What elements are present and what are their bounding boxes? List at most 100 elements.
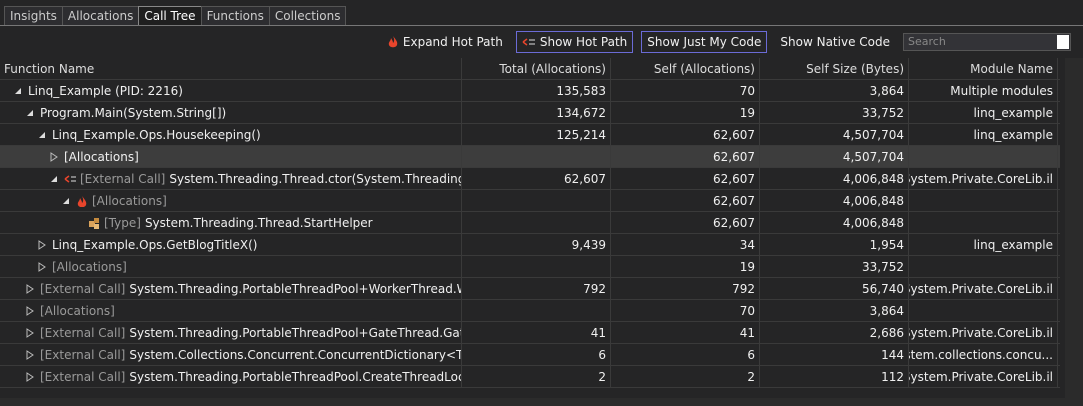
function-name: System.Threading.Thread.StartHelper <box>144 215 373 230</box>
tree-row[interactable]: [External Call] System.Threading.Portable… <box>0 366 1060 388</box>
tree-row[interactable]: Linq_Example.Ops.Housekeeping() 125,214 62… <box>0 124 1060 146</box>
call-prefix: [Type] <box>104 215 141 230</box>
self-cell: 19 <box>611 256 760 277</box>
self-value: 19 <box>739 259 755 274</box>
horizontal-scrollbar[interactable] <box>0 398 1083 406</box>
call-prefix: [Allocations] <box>40 303 115 318</box>
tree-row[interactable]: [External Call] System.Threading.Portable… <box>0 278 1060 300</box>
expander[interactable] <box>12 85 24 97</box>
size-cell: 4,507,704 <box>760 146 909 167</box>
show-native-code-button[interactable]: Show Native Code <box>775 31 895 53</box>
total-cell <box>462 146 611 167</box>
function-name-cell: [Type] System.Threading.Thread.StartHelpe… <box>0 212 462 233</box>
tree-row[interactable]: [Type] System.Threading.Thread.StartHelpe… <box>0 212 1060 234</box>
show-just-my-code-button[interactable]: Show Just My Code <box>641 31 768 53</box>
tree-row[interactable]: [Allocations] 70 3,864 <box>0 300 1060 322</box>
vertical-scrollbar[interactable] <box>1065 58 1083 398</box>
module-cell: System.Private.CoreLib.il <box>909 168 1058 189</box>
size-cell: 112 <box>760 366 909 387</box>
function-name-cell: [External Call] System.Threading.Thread.c… <box>0 168 462 189</box>
tab[interactable]: Collections <box>268 6 347 26</box>
expander[interactable] <box>24 305 36 317</box>
toolbar: Expand Hot Path Show Hot Path Show Just … <box>382 30 1071 54</box>
expander[interactable] <box>36 129 48 141</box>
module-cell: linq_example <box>909 234 1058 255</box>
expander[interactable] <box>24 371 36 383</box>
function-name-cell: Program.Main(System.String[]) <box>0 102 462 123</box>
show-hot-path-button[interactable]: Show Hot Path <box>515 31 634 53</box>
tab[interactable]: Call Tree <box>138 6 202 26</box>
function-name: Linq_Example.Ops.GetBlogTitleX() <box>52 237 258 252</box>
function-name-cell: [Allocations] <box>0 300 462 321</box>
search-dropdown[interactable] <box>1057 35 1069 49</box>
expander[interactable] <box>24 327 36 339</box>
function-name-cell: Linq_Example.Ops.GetBlogTitleX() <box>0 234 462 255</box>
total-cell: 134,672 <box>462 102 611 123</box>
tab[interactable]: Insights <box>4 6 63 26</box>
column-header[interactable]: Module Name <box>909 58 1058 79</box>
column-header[interactable]: Self Size (Bytes) <box>760 58 909 79</box>
module-cell: Multiple modules <box>909 80 1058 101</box>
tree-row[interactable]: [External Call] System.Collections.Concur… <box>0 344 1060 366</box>
column-header[interactable]: Function Name <box>0 58 462 79</box>
total-cell <box>462 212 611 233</box>
function-name: System.Collections.Concurrent.Concurrent… <box>129 347 462 362</box>
self-cell: 62,607 <box>611 212 760 233</box>
tree-row[interactable]: [Allocations] 62,607 4,006,848 <box>0 190 1060 212</box>
tree-row[interactable]: [External Call] System.Threading.Thread.c… <box>0 168 1060 190</box>
tab-divider <box>0 25 1083 26</box>
size-value: 112 <box>881 369 904 384</box>
tree-row[interactable]: Linq_Example (PID: 2216) 135,583 70 3,864 Mu… <box>0 80 1060 102</box>
self-cell: 792 <box>611 278 760 299</box>
expander[interactable] <box>36 261 48 273</box>
function-name-cell: [External Call] System.Collections.Concur… <box>0 344 462 365</box>
expander[interactable] <box>24 107 36 119</box>
tree-row[interactable]: [External Call] System.Threading.Portable… <box>0 322 1060 344</box>
size-value: 4,507,704 <box>842 127 904 142</box>
function-name-cell: [External Call] System.Threading.Portable… <box>0 322 462 343</box>
self-cell: 2 <box>611 366 760 387</box>
expander[interactable] <box>24 283 36 295</box>
function-name: System.Threading.PortableThreadPool+Work… <box>129 281 461 296</box>
call-tree-grid: Function Name Total (Allocations) Self (Al… <box>0 58 1060 388</box>
expander[interactable] <box>48 173 60 185</box>
column-header[interactable]: Total (Allocations) <box>462 58 611 79</box>
size-value: 4,006,848 <box>842 171 904 186</box>
total-cell: 792 <box>462 278 611 299</box>
column-header[interactable]: Self (Allocations) <box>611 58 760 79</box>
size-value: 56,740 <box>862 281 904 296</box>
total-cell <box>462 256 611 277</box>
total-value: 41 <box>590 325 606 340</box>
self-cell: 6 <box>611 344 760 365</box>
self-cell: 70 <box>611 80 760 101</box>
search-box[interactable]: Search <box>903 33 1071 51</box>
tab[interactable]: Allocations <box>61 6 140 26</box>
tree-row[interactable]: [Allocations] 19 33,752 <box>0 256 1060 278</box>
self-value: 70 <box>739 303 755 318</box>
module-value: System.Private.CoreLib.il <box>909 171 1053 186</box>
function-name: Linq_Example (PID: 2216) <box>28 83 183 98</box>
expander[interactable] <box>48 151 60 163</box>
module-cell: system.collections.concu... <box>909 344 1058 365</box>
module-cell <box>909 146 1058 167</box>
module-cell <box>909 300 1058 321</box>
call-prefix: [External Call] <box>40 281 126 296</box>
tree-row[interactable]: [Allocations] 62,607 4,507,704 <box>0 146 1060 168</box>
call-prefix: [External Call] <box>80 171 166 186</box>
expand-hot-path-button[interactable]: Expand Hot Path <box>382 31 508 53</box>
tree-row[interactable]: Linq_Example.Ops.GetBlogTitleX() 9,439 34 1… <box>0 234 1060 256</box>
module-value: system.collections.concu... <box>909 347 1053 362</box>
total-value: 62,607 <box>564 171 606 186</box>
tree-row[interactable]: Program.Main(System.String[]) 134,672 19 33… <box>0 102 1060 124</box>
self-cell: 62,607 <box>611 168 760 189</box>
expander[interactable] <box>36 239 48 251</box>
module-value: System.Private.CoreLib.il <box>909 281 1053 296</box>
self-cell: 62,607 <box>611 124 760 145</box>
size-cell: 4,006,848 <box>760 212 909 233</box>
total-value: 125,214 <box>556 127 606 142</box>
size-value: 33,752 <box>862 105 904 120</box>
tab[interactable]: Functions <box>200 6 270 26</box>
expander[interactable] <box>60 195 72 207</box>
expander[interactable] <box>24 349 36 361</box>
self-cell: 41 <box>611 322 760 343</box>
